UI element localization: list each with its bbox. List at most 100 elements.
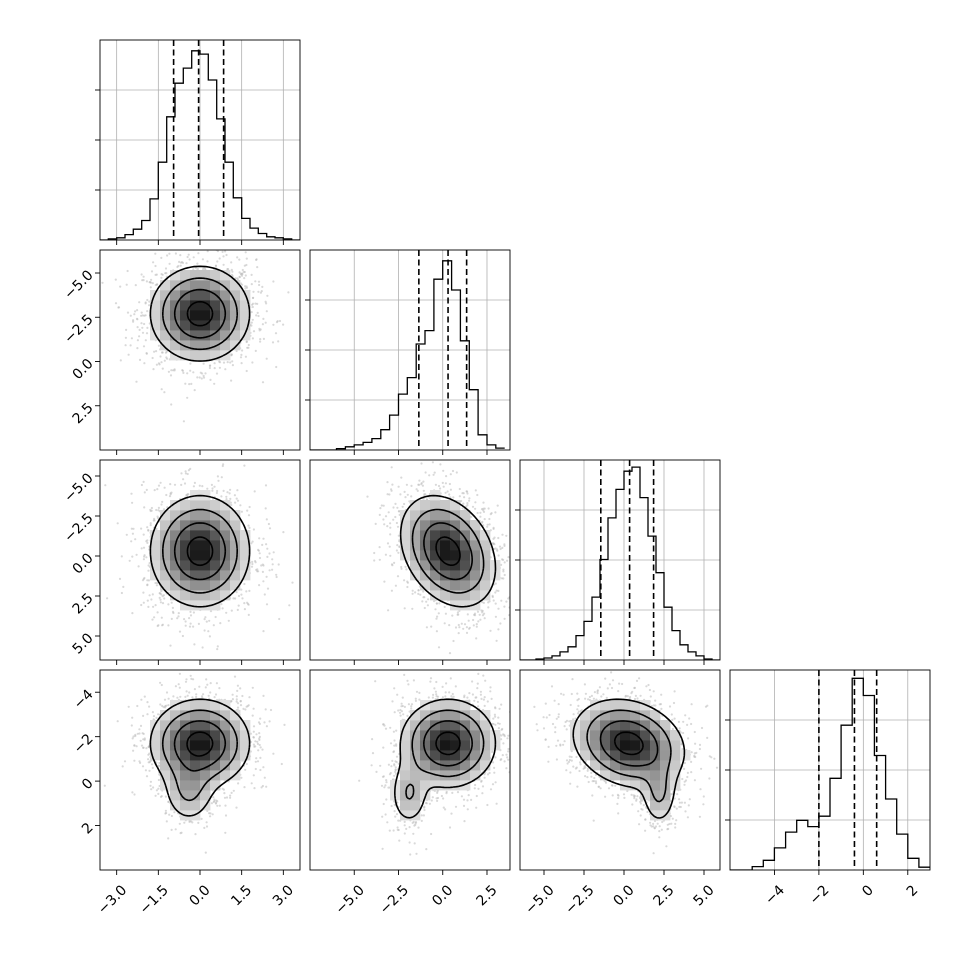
scatter-point	[224, 368, 227, 371]
scatter-point	[230, 791, 233, 795]
density-cell	[220, 590, 231, 601]
scatter-point	[514, 757, 516, 759]
scatter-point	[127, 353, 130, 356]
scatter-point	[157, 778, 160, 782]
density-cell	[470, 570, 481, 581]
scatter-point	[427, 696, 430, 699]
density-cell	[430, 570, 441, 581]
scatter-point	[394, 766, 397, 769]
density-cell	[190, 800, 201, 811]
scatter-point	[442, 485, 445, 488]
scatter-point	[147, 564, 150, 567]
scatter-point	[393, 711, 396, 714]
scatter-point	[374, 522, 377, 526]
scatter-point	[415, 488, 418, 491]
scatter-point	[433, 687, 436, 690]
scatter-point	[258, 584, 261, 587]
density-cell	[430, 520, 441, 531]
scatter-point	[496, 722, 500, 725]
scatter-point	[494, 582, 497, 585]
scatter-point	[142, 601, 145, 604]
scatter-point	[232, 789, 235, 792]
scatter-point	[430, 625, 433, 628]
scatter-point	[159, 598, 162, 601]
density-cell	[210, 730, 221, 741]
density-cell	[480, 540, 491, 551]
scatter-point	[428, 474, 431, 477]
scatter-point	[170, 617, 173, 621]
scatter-point	[266, 555, 269, 559]
density-cell	[210, 270, 221, 281]
scatter-point	[176, 617, 179, 620]
density-cell	[450, 550, 461, 561]
density-cell	[210, 310, 221, 321]
scatter-point	[516, 749, 518, 751]
scatter-point	[258, 556, 262, 560]
scatter-point	[147, 529, 150, 532]
scatter-point	[264, 507, 267, 510]
scatter-point	[434, 698, 437, 701]
scatter-point	[499, 622, 502, 625]
scatter-point	[488, 771, 491, 775]
scatter-point	[264, 484, 268, 487]
scatter-point	[218, 804, 221, 807]
scatter-point	[200, 377, 203, 380]
scatter-point	[512, 593, 514, 595]
scatter-point	[389, 522, 392, 525]
scatter-point	[414, 697, 417, 700]
scatter-point	[450, 695, 453, 698]
scatter-point	[256, 266, 259, 269]
scatter-point	[184, 620, 187, 623]
density-cell	[160, 540, 171, 551]
scatter-point	[119, 359, 122, 362]
scatter-point	[169, 483, 172, 486]
scatter-point	[141, 579, 145, 582]
scatter-point	[183, 821, 186, 824]
scatter-point	[479, 690, 482, 693]
scatter-point	[239, 504, 242, 507]
scatter-point	[189, 674, 192, 677]
scatter-point	[179, 261, 183, 264]
panel-frame	[309, 459, 511, 661]
density-cell	[200, 300, 211, 311]
scatter-point	[395, 772, 398, 776]
scatter-point	[465, 626, 468, 629]
density-cell	[180, 520, 191, 531]
scatter-point	[245, 369, 248, 373]
scatter-point	[170, 491, 173, 494]
scatter-point	[417, 455, 419, 457]
scatter-point	[227, 268, 230, 271]
density-cell	[170, 520, 181, 531]
scatter-point	[445, 682, 448, 685]
scatter-point	[399, 493, 402, 496]
scatter-point	[454, 626, 458, 629]
scatter-point	[167, 800, 170, 804]
scatter-point	[134, 733, 137, 736]
density-cell	[460, 580, 471, 591]
scatter-point	[125, 328, 128, 331]
scatter-point	[252, 707, 255, 710]
scatter-point	[179, 832, 182, 835]
density-cell	[240, 530, 251, 541]
scatter-point	[258, 537, 261, 540]
scatter-point	[143, 438, 145, 440]
scatter-point	[420, 483, 423, 486]
density-cell	[160, 330, 171, 341]
scatter-point	[435, 617, 438, 620]
density-cell	[440, 580, 451, 591]
scatter-point	[156, 488, 159, 491]
scatter-point	[155, 508, 158, 512]
density-cell	[420, 510, 431, 521]
scatter-point	[131, 716, 134, 719]
scatter-point	[220, 495, 223, 498]
scatter-point	[456, 611, 459, 614]
scatter-point	[161, 351, 164, 354]
scatter-point	[171, 610, 175, 613]
density-cell	[220, 710, 231, 721]
scatter-point	[512, 533, 514, 535]
scatter-point	[393, 687, 396, 690]
scatter-point	[458, 487, 461, 491]
scatter-point	[153, 489, 156, 492]
scatter-point	[230, 353, 233, 356]
scatter-point	[167, 624, 170, 627]
